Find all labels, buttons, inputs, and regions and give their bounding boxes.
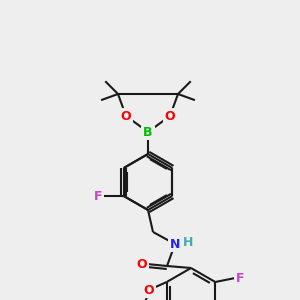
Text: N: N (170, 238, 180, 250)
Text: O: O (165, 110, 175, 122)
Text: H: H (183, 236, 193, 248)
Text: O: O (143, 284, 154, 296)
Text: B: B (143, 125, 153, 139)
Text: O: O (121, 110, 131, 122)
Text: F: F (236, 272, 244, 284)
Text: O: O (137, 257, 147, 271)
Text: F: F (94, 190, 102, 202)
